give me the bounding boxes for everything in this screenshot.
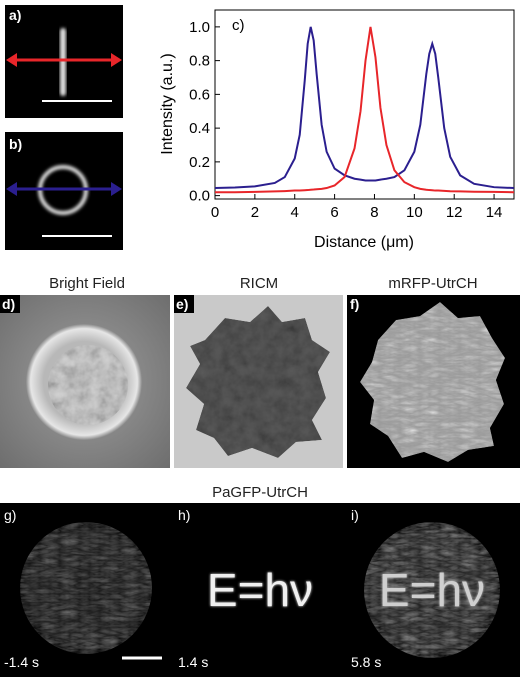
panel-label: c)	[232, 17, 245, 34]
x-tick-label: 8	[370, 204, 378, 221]
panel-label: g)	[4, 507, 16, 523]
time-label: 5.8 s	[351, 654, 381, 670]
x-tick-label: 2	[251, 204, 259, 221]
panel-label: h)	[178, 507, 190, 523]
panel-label: i)	[351, 507, 359, 523]
arrow-head	[6, 182, 17, 196]
x-tick-label: 0	[211, 204, 219, 221]
row-title: PaGFP-UtrCH	[212, 484, 308, 501]
cell-faint	[364, 522, 500, 658]
panel-a: a)	[5, 5, 123, 118]
panel-h: E=hν h) 1.4 s	[178, 507, 313, 670]
cell-footprint	[186, 306, 330, 458]
arrow-head	[6, 53, 17, 67]
image-b	[5, 132, 123, 250]
photoactivated-pattern: E=hν	[379, 564, 485, 616]
x-tick-label: 6	[330, 204, 338, 221]
panel-title: Bright Field	[49, 275, 125, 292]
panel-e: e)	[174, 295, 343, 468]
label-box	[347, 295, 365, 313]
y-tick-label: 1.0	[189, 19, 210, 36]
panel-g: g) -1.4 s	[4, 507, 162, 670]
x-tick-label: 14	[486, 204, 503, 221]
panel-title: RICM	[240, 275, 278, 292]
plot-frame	[214, 9, 515, 200]
label-box	[174, 295, 194, 313]
data-line	[215, 26, 515, 194]
x-axis-label: Distance (μm)	[314, 234, 414, 251]
time-label: 1.4 s	[178, 654, 208, 670]
label-box	[0, 295, 20, 313]
panel-label: a)	[9, 7, 21, 23]
actin-cortex	[360, 302, 505, 462]
panel-label: d)	[2, 296, 15, 312]
cell-faint	[20, 522, 152, 654]
photoactivated-pattern: E=hν	[207, 564, 313, 616]
panel-b: b)	[5, 132, 123, 250]
y-tick-label: 0.8	[189, 53, 210, 70]
panel-label: f)	[350, 296, 359, 312]
y-axis-label: Intensity (a.u.)	[159, 53, 176, 154]
panel-label: b)	[9, 136, 22, 152]
arrow-head	[111, 182, 122, 196]
panel-title: mRFP-UtrCH	[388, 275, 477, 292]
filament	[60, 28, 66, 96]
y-tick-label: 0.0	[189, 188, 210, 205]
y-tick-label: 0.6	[189, 86, 210, 103]
data-line	[214, 26, 515, 190]
x-tick-label: 4	[291, 204, 299, 221]
panel-d: d)	[0, 295, 170, 468]
arrow-head	[111, 53, 122, 67]
panel-f: f)	[347, 295, 520, 468]
chart: c) Distance (μm) Intensity (a.u.) 0.0 0.2…	[159, 9, 515, 251]
x-tick-label: 10	[406, 204, 423, 221]
panel-i: E=hν i) 5.8 s	[351, 507, 500, 670]
y-tick-label: 0.2	[189, 154, 210, 171]
nucleus	[48, 345, 128, 425]
panel-label: e)	[176, 296, 188, 312]
y-tick-label: 0.4	[189, 120, 210, 137]
x-tick-label: 12	[446, 204, 463, 221]
time-label: -1.4 s	[4, 654, 39, 670]
